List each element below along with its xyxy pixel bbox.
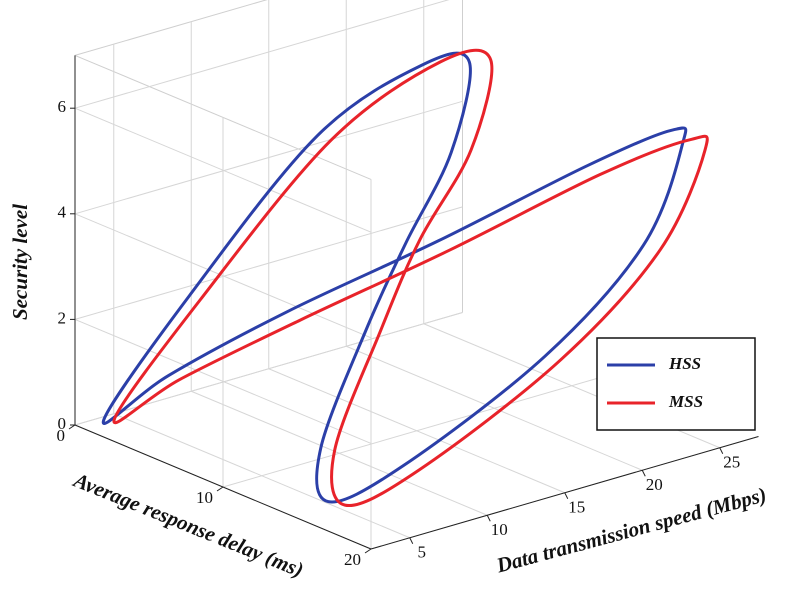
legend-box <box>596 337 756 431</box>
z-tick-label: 2 <box>58 308 67 327</box>
box-edge <box>74 54 372 180</box>
y-axis-label: Average response delay (ms) <box>69 467 307 582</box>
legend-label: HSS <box>668 354 701 373</box>
x-tick-label: 15 <box>568 498 585 517</box>
y-tick-label: 20 <box>344 550 361 569</box>
series-line <box>112 48 709 508</box>
x-tick-label: 5 <box>418 543 427 562</box>
tick-mark <box>364 548 372 554</box>
z-tick-label: 0 <box>58 414 67 433</box>
tick-mark <box>486 515 491 522</box>
grid-line <box>346 345 643 471</box>
tick-mark <box>564 492 569 499</box>
series-line <box>101 51 688 504</box>
grid-line <box>191 390 488 516</box>
tick-mark <box>641 470 646 477</box>
z-tick-label: 6 <box>58 97 67 116</box>
y-tick-label: 0 <box>57 426 66 445</box>
x-tick-label: 20 <box>646 475 663 494</box>
y-tick-label: 10 <box>196 488 213 507</box>
grid-line <box>268 368 565 494</box>
tick-mark <box>216 486 224 492</box>
z-axis-label: Security level <box>8 204 32 320</box>
x-axis-label: Data transmission speed (Mbps) <box>493 482 769 577</box>
grid <box>68 0 759 554</box>
x-tick-label: 25 <box>723 453 740 472</box>
box-edge <box>74 0 268 56</box>
tick-mark <box>719 447 724 454</box>
z-tick-label: 4 <box>58 203 67 222</box>
tick-mark <box>409 537 414 544</box>
x-tick-label: 10 <box>491 520 508 539</box>
tick-mark <box>68 424 76 430</box>
legend-label: MSS <box>668 392 703 411</box>
grid-line <box>113 413 410 539</box>
legend: HSS MSS <box>596 337 756 431</box>
